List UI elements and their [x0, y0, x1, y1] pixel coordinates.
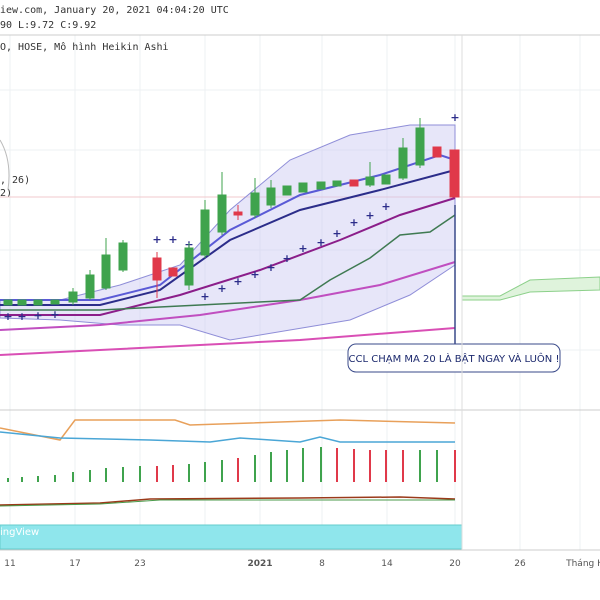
svg-text:+: + [266, 261, 275, 274]
svg-text:+: + [168, 233, 177, 246]
svg-text:+: + [50, 308, 59, 321]
ma-line [0, 261, 456, 331]
lagging-line [0, 214, 456, 311]
ma20-line [0, 169, 456, 306]
svg-text:+: + [349, 216, 358, 229]
indicator-line [0, 419, 456, 441]
x-tick-label: 14 [381, 559, 393, 569]
volume [7, 447, 456, 482]
x-tick-label: 2021 [247, 559, 272, 569]
candles [3, 118, 460, 306]
x-tick-label: 23 [134, 559, 145, 569]
x-tick-label: 17 [69, 559, 80, 569]
curve [0, 139, 10, 191]
legend-item: 2) [0, 188, 12, 199]
svg-text:+: + [200, 290, 209, 303]
x-tick-label: 8 [319, 559, 325, 569]
x-tick-label: Tháng H [565, 559, 600, 569]
svg-text:+: + [316, 236, 325, 249]
indicator-line [0, 496, 456, 506]
indicator-band [0, 524, 463, 550]
svg-text:+: + [332, 227, 341, 240]
svg-text:+: + [298, 242, 307, 255]
header-ohlc: 90 L:9.72 C:9.92 [0, 20, 96, 31]
header-source: iew.com, January 20, 2021 04:04:20 UTC [0, 5, 229, 16]
watermark: ingView [0, 527, 39, 538]
x-tick-label: 11 [4, 559, 15, 569]
svg-text:+: + [282, 252, 291, 265]
indicator-line [0, 499, 455, 507]
svg-text:+: + [365, 209, 374, 222]
ma-line [0, 153, 456, 301]
svg-text:+: + [152, 233, 161, 246]
annotation: CCL CHẠM MA 20 LÀ BẬT NGAY VÀ LUÔN ! [349, 352, 560, 365]
ma-line [0, 327, 456, 356]
svg-text:+: + [381, 200, 390, 213]
svg-text:+: + [250, 268, 259, 281]
symbol: O, HOSE, Mô hình Heikin Ashi [0, 41, 169, 53]
svg-text:+: + [233, 275, 242, 288]
indicator-line [0, 431, 455, 443]
svg-text:+: + [450, 111, 459, 124]
svg-text:+: + [17, 310, 26, 323]
x-tick-label: 26 [514, 559, 526, 569]
psar: + + + + + + ++ ++++ ++ ++ ++++ [3, 111, 459, 323]
ma-line [0, 197, 456, 316]
legend-item: , 26) [0, 175, 30, 186]
svg-text:+: + [3, 310, 12, 323]
svg-text:+: + [33, 309, 42, 322]
x-tick-label: 20 [449, 559, 461, 569]
svg-text:+: + [217, 282, 226, 295]
annotation-box [347, 343, 561, 373]
cloud [461, 276, 600, 301]
